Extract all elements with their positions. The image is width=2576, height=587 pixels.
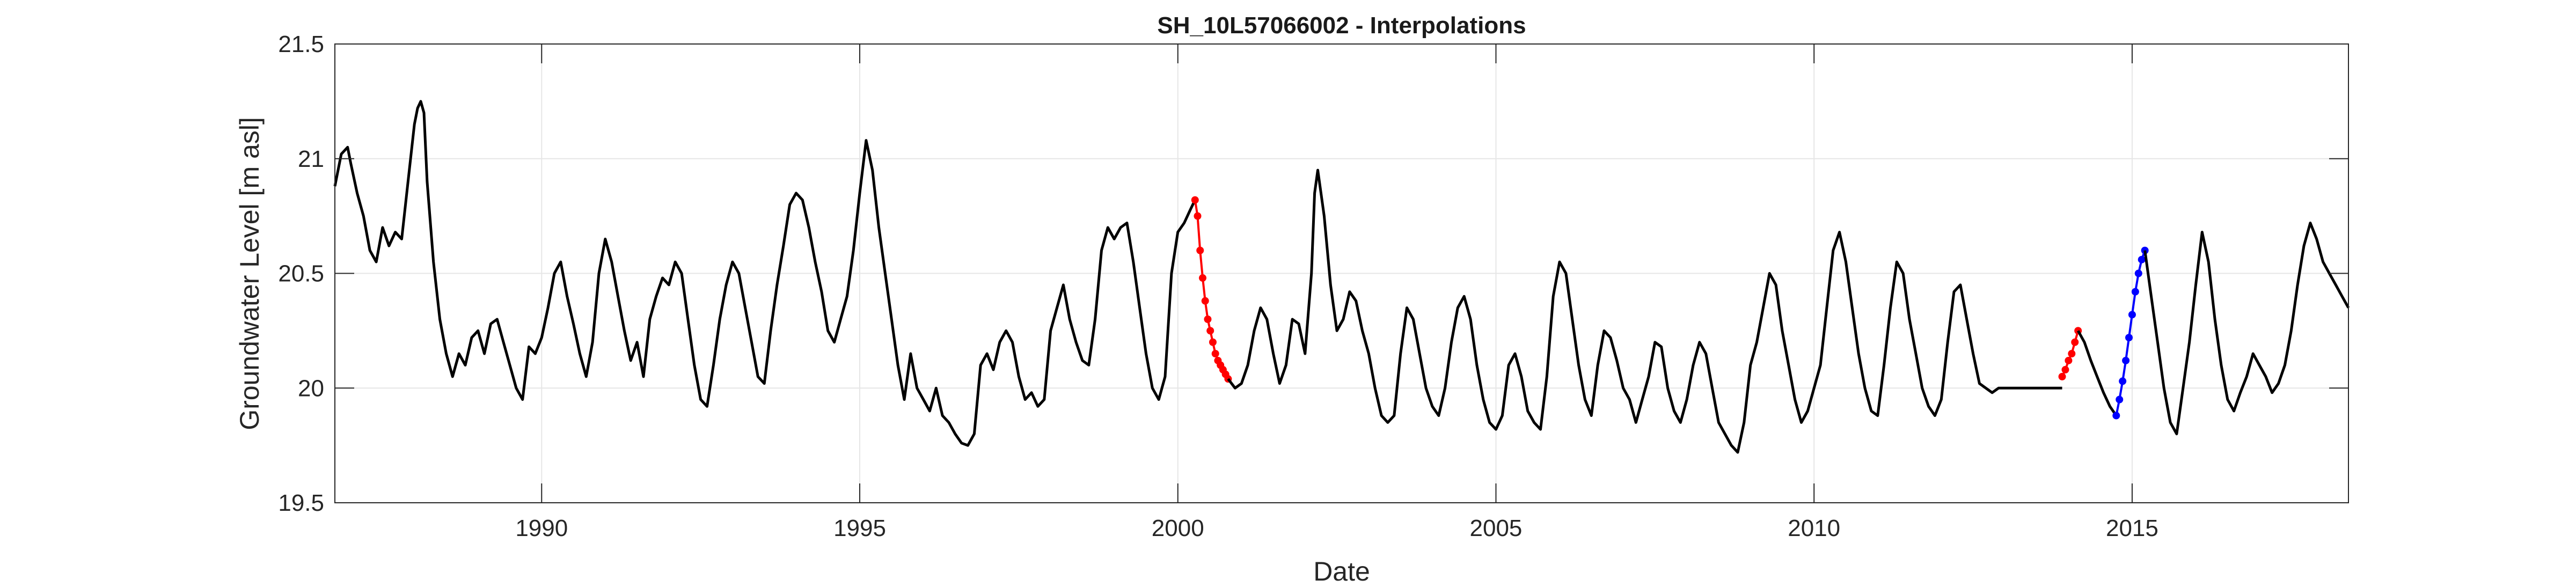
interpolated-point <box>2125 334 2133 342</box>
interpolated-point <box>1191 196 1199 204</box>
y-axis-label: Groundwater Level [m asl] <box>235 117 265 430</box>
interpolated-point <box>2071 338 2079 346</box>
observed-series-line <box>1227 168 2062 454</box>
interpolated-point <box>2112 412 2120 420</box>
interpolated-point <box>2128 311 2136 319</box>
y-tick-label: 20.5 <box>278 261 324 287</box>
interpolated-point <box>2119 377 2127 385</box>
x-tick-label: 2015 <box>2106 515 2158 541</box>
observed-series-line <box>333 100 1197 447</box>
interpolated-point <box>2061 366 2069 374</box>
y-tick-label: 19.5 <box>278 490 324 516</box>
interpolated-point <box>2116 395 2124 403</box>
interpolated-point <box>1206 327 1214 335</box>
x-tick-label: 1990 <box>515 515 568 541</box>
interpolated-point <box>2131 288 2139 296</box>
interpolated-point <box>2068 350 2076 358</box>
series-layer <box>333 100 2350 454</box>
y-tick-label: 21 <box>298 146 324 172</box>
interpolated-point <box>1201 297 1209 305</box>
x-tick-label: 2010 <box>1788 515 1840 541</box>
interpolated-point <box>2058 372 2066 380</box>
observed-series-line <box>2077 330 2118 417</box>
interpolated-point <box>2134 269 2142 277</box>
interpolated-series <box>1191 196 1232 383</box>
interpolated-point <box>2138 255 2146 263</box>
interpolated-point <box>2065 356 2073 364</box>
observed-series-line <box>2143 222 2350 436</box>
interpolated-series-line <box>2115 250 2146 416</box>
interpolated-point <box>1194 212 1202 220</box>
y-tick-label: 20 <box>298 375 324 401</box>
interpolated-point <box>1196 246 1204 254</box>
interpolated-series <box>2112 246 2149 420</box>
interpolated-point <box>1211 350 1219 358</box>
interpolated-point <box>2122 356 2130 364</box>
chart-title: SH_10L57066002 - Interpolations <box>1157 12 1526 39</box>
x-tick-label: 2000 <box>1152 515 1204 541</box>
interpolated-point <box>1204 315 1212 323</box>
x-tick-label: 2005 <box>1470 515 1523 541</box>
y-tick-label: 21.5 <box>278 31 324 57</box>
ticks: 1990 1995 2000 2005 2010 2015 19.5 20 20.5 21 21.5 <box>278 31 2348 541</box>
interpolated-point <box>1209 338 1217 346</box>
x-tick-label: 1995 <box>833 515 886 541</box>
x-axis-label: Date <box>1313 556 1370 586</box>
interpolated-point <box>1198 274 1206 282</box>
